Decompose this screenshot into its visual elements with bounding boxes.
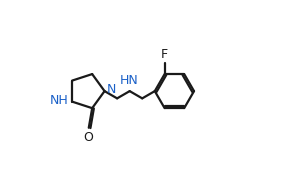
Text: N: N — [106, 83, 116, 96]
Text: F: F — [161, 48, 168, 61]
Text: HN: HN — [119, 74, 138, 87]
Text: O: O — [83, 131, 93, 144]
Text: NH: NH — [50, 94, 68, 107]
